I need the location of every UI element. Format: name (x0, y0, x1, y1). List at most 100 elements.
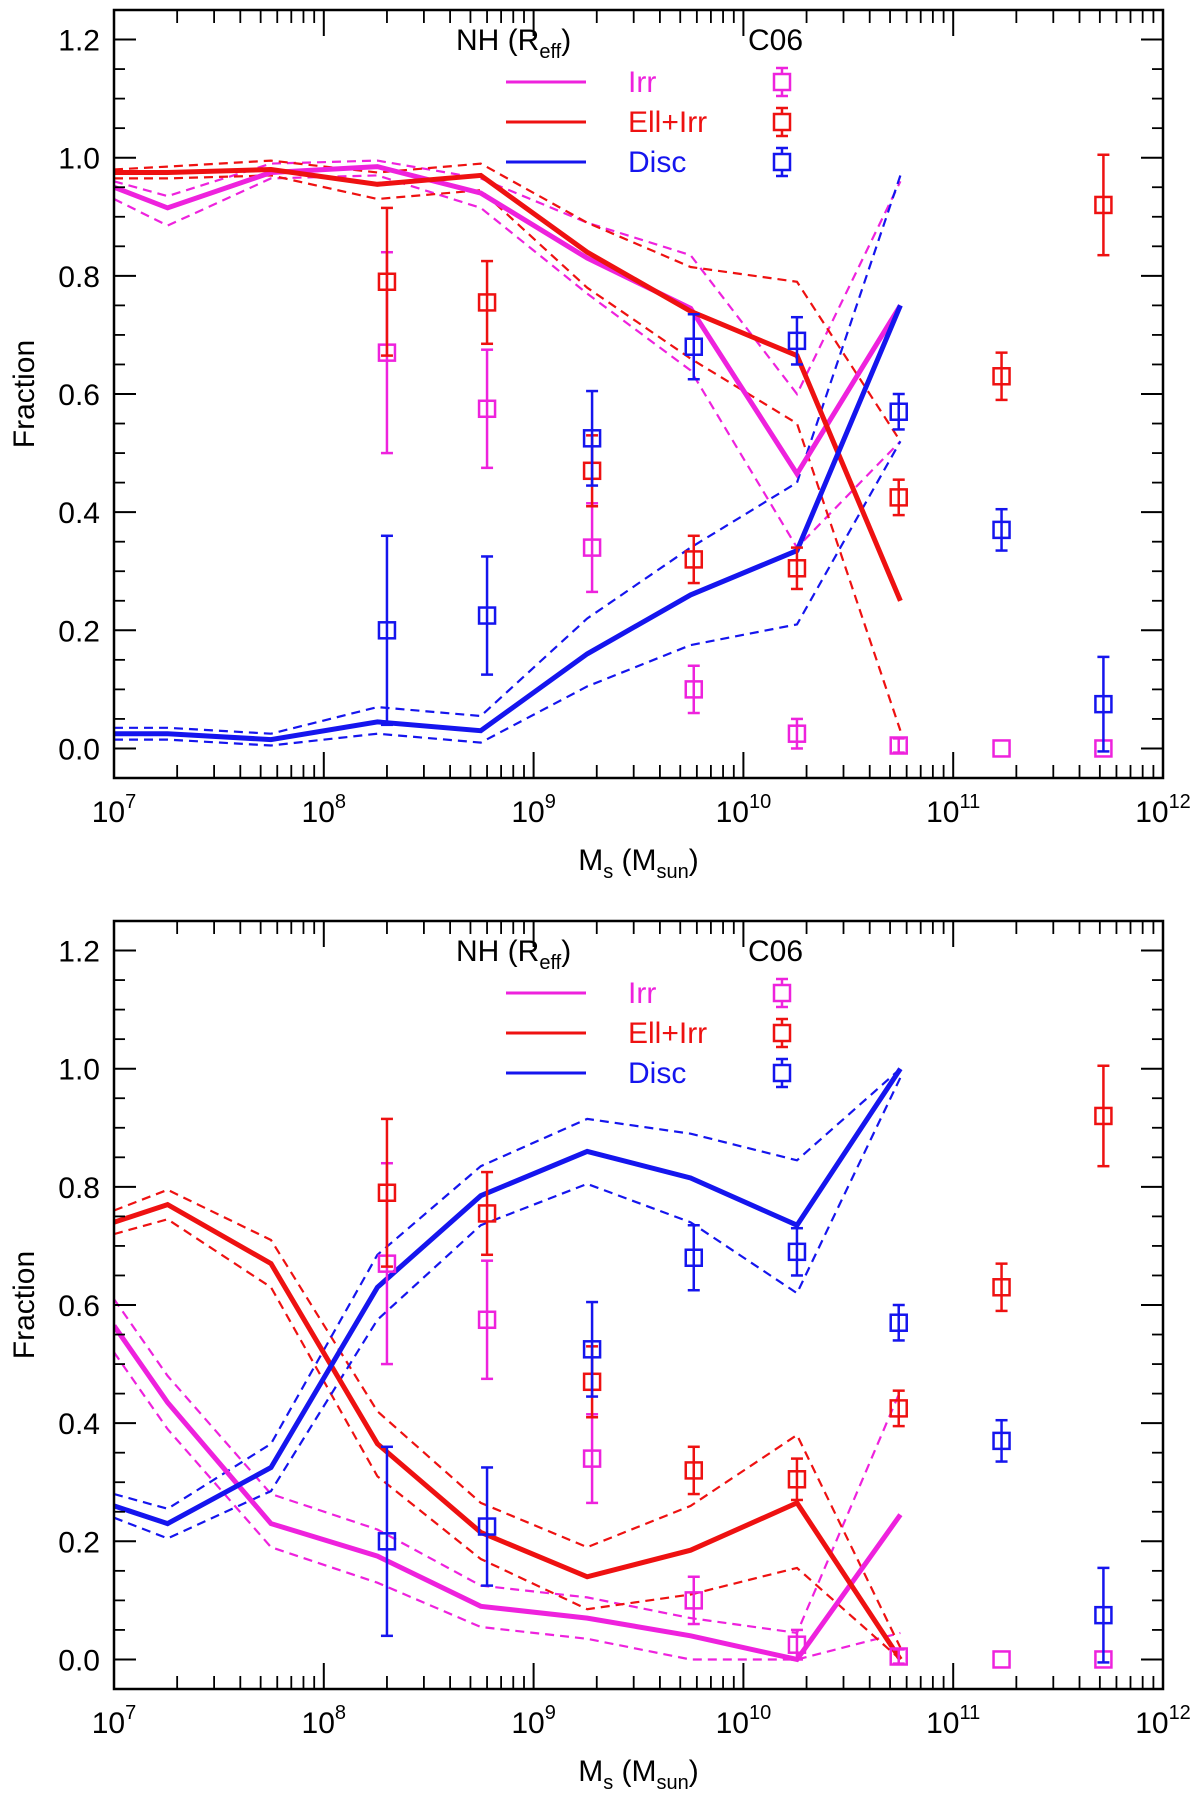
obs-point-ell (889, 478, 908, 517)
series-ell-lower-dashed (114, 174, 902, 732)
observations (377, 153, 1113, 758)
y-tick-label: 1.0 (58, 143, 100, 176)
model-lines (114, 1067, 903, 1663)
obs-point-disc (787, 315, 807, 366)
obs-square (377, 1532, 397, 1551)
obs-square (992, 367, 1011, 386)
legend-label-irr: Irr (628, 66, 656, 99)
obs-point-irr (582, 502, 602, 594)
obs-square (889, 1313, 908, 1332)
series-ell-upper-dashed (114, 1188, 902, 1649)
x-axis-label: Ms (Msun) (578, 844, 699, 883)
obs-point-disc (889, 392, 908, 431)
x-tick-label: 1012 (1135, 1702, 1191, 1740)
obs-square (1094, 1106, 1113, 1126)
obs-point-irr (889, 736, 908, 755)
obs-square (889, 1647, 908, 1666)
obs-square (582, 429, 602, 448)
obs-point-ell (684, 1445, 704, 1496)
obs-point-disc (582, 389, 602, 487)
series-irr-line (114, 164, 903, 479)
legend-label-disc: Disc (628, 146, 686, 179)
obs-square (889, 402, 908, 421)
obs-point-ell (684, 534, 704, 585)
y-axis-label: Fraction (8, 1251, 41, 1359)
obs-square (684, 550, 704, 569)
series-disc-lower-dashed (114, 1077, 902, 1540)
x-tick-label: 1010 (716, 791, 772, 829)
legend-marker-ell (772, 1023, 792, 1043)
legend: NH (Reff) C06 Irr Ell+Irr Disc (456, 24, 803, 179)
legend-label-irr: Irr (628, 977, 656, 1010)
y-tick-label: 0.8 (58, 1172, 100, 1205)
legend-marker-ell (772, 112, 792, 132)
obs-square (684, 1248, 704, 1267)
obs-point-ell (477, 259, 497, 346)
obs-point-irr (787, 717, 807, 750)
obs-square (889, 736, 908, 755)
y-tick-label: 0.0 (58, 733, 100, 766)
obs-point-disc (787, 1226, 807, 1277)
y-tick-label: 0.8 (58, 261, 100, 294)
obs-square (889, 488, 908, 507)
x-tick-label: 1011 (926, 1702, 980, 1740)
obs-point-disc (992, 507, 1011, 552)
obs-square (582, 538, 602, 557)
obs-square (992, 520, 1011, 540)
obs-point-disc (477, 1466, 497, 1587)
axes: 0.0 0.2 0.4 0.6 0.8 1.0 1.2 107 108 109 1010 1011 10… (8, 8, 1191, 883)
obs-square (477, 1310, 497, 1330)
obs-point-ell (889, 1389, 908, 1428)
y-tick-label: 0.4 (58, 1408, 100, 1441)
obs-point-disc (582, 1300, 602, 1398)
obs-point-irr (582, 1413, 602, 1505)
obs-square (992, 1431, 1011, 1451)
panel-top: NH (Reff) C06IrrEll+IrrDisc0.00.20.40.60.… (8, 8, 1191, 883)
obs-point-disc (477, 555, 497, 676)
obs-point-ell (377, 1117, 397, 1268)
y-tick-label: 0.6 (58, 379, 100, 412)
x-tick-label: 107 (92, 1702, 137, 1740)
obs-square (787, 1635, 807, 1654)
y-tick-label: 0.2 (58, 615, 100, 648)
series-irr-lower-dashed (114, 174, 902, 550)
obs-square (787, 724, 807, 743)
x-tick-label: 108 (302, 1702, 347, 1740)
panel-bottom: NH (Reff) C06IrrEll+IrrDisc0.00.20.40.60.… (8, 919, 1191, 1794)
legend-model-header: NH (Reff) (456, 24, 571, 63)
legend-marker-irr (772, 72, 792, 92)
obs-point-irr (684, 1575, 704, 1626)
obs-point-ell (992, 1262, 1011, 1313)
obs-point-irr (477, 1259, 497, 1381)
series-ell-line (114, 166, 903, 602)
obs-point-disc (1094, 1566, 1113, 1664)
obs-point-disc (684, 1223, 704, 1292)
obs-square (992, 1278, 1011, 1297)
legend-marker-irr (772, 983, 792, 1003)
obs-point-ell (377, 206, 397, 357)
obs-point-disc (992, 1418, 1011, 1463)
obs-point-ell (992, 351, 1011, 402)
obs-point-irr (992, 739, 1011, 758)
y-tick-label: 0.2 (58, 1526, 100, 1559)
obs-square (684, 337, 704, 356)
y-tick-label: 0.6 (58, 1290, 100, 1323)
obs-square (582, 1449, 602, 1468)
obs-square (1094, 694, 1113, 714)
y-tick-label: 0.0 (58, 1644, 100, 1677)
x-tick-label: 109 (511, 791, 556, 829)
obs-point-ell (787, 546, 807, 591)
obs-square (889, 1399, 908, 1418)
series-disc-upper-dashed (114, 1067, 902, 1510)
obs-square (1094, 195, 1113, 215)
obs-square (477, 399, 497, 419)
obs-point-ell (477, 1170, 497, 1257)
series-ell-lower-dashed (114, 1218, 902, 1661)
legend-obs-header: C06 (748, 24, 803, 57)
x-tick-label: 109 (511, 1702, 556, 1740)
obs-square (582, 1340, 602, 1359)
legend-marker-disc (772, 152, 792, 172)
legend-model-header: NH (Reff) (456, 935, 571, 974)
